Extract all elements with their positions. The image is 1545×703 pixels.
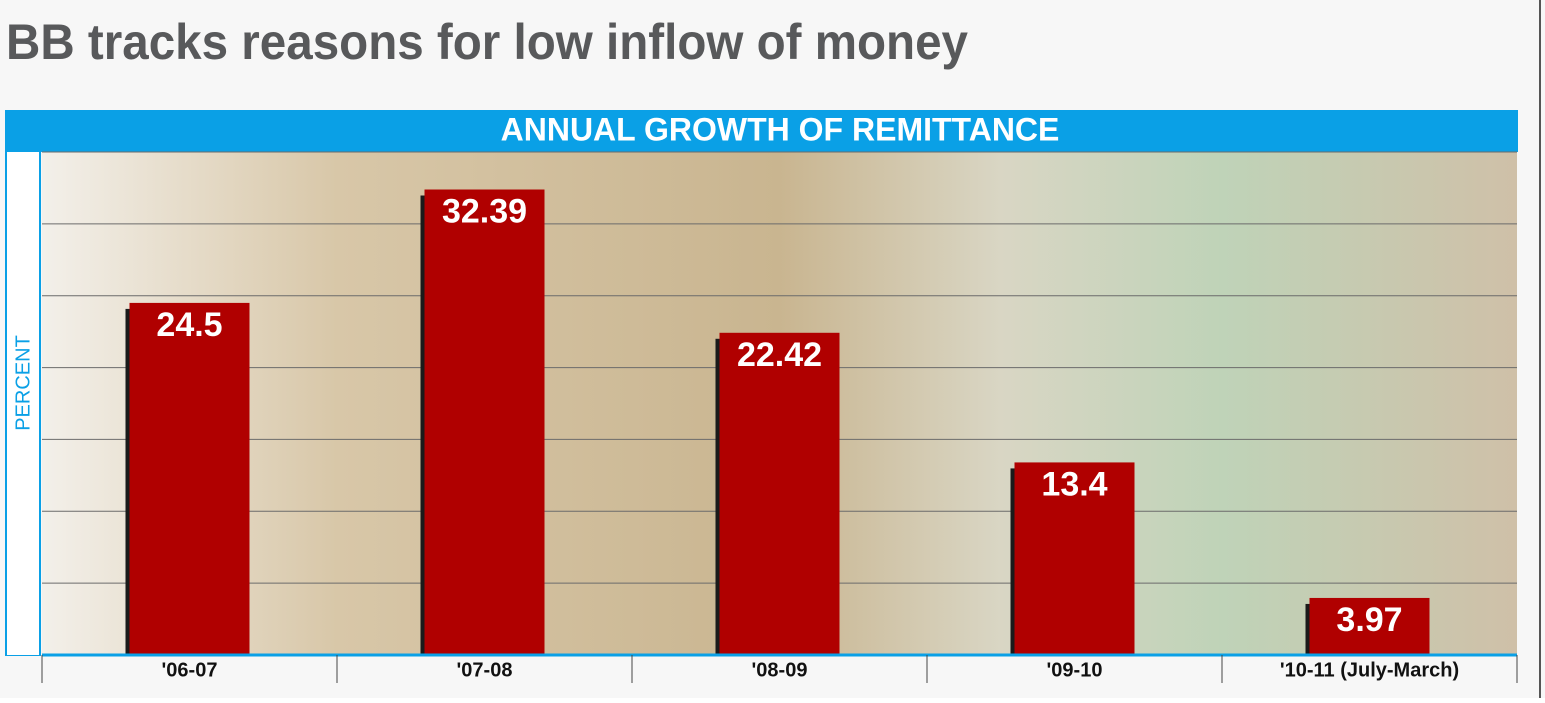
bar-shadow [1010, 468, 1017, 655]
value-label: 32.39 [442, 192, 527, 230]
bar-shadow [1305, 603, 1312, 655]
bar-shadow [420, 195, 427, 655]
x-tick-label: '10-11 (July-March) [1280, 659, 1459, 681]
subtitle-band [5, 110, 1518, 152]
bar [129, 302, 250, 655]
value-label: 24.5 [156, 306, 222, 344]
x-axis: '06-07 '07-08 '08-09 '09-10 '10-11 (July-Mar… [41, 653, 1518, 683]
bar [1014, 462, 1135, 655]
bar-shadow [125, 308, 132, 655]
y-axis-label: PERCENT [12, 335, 34, 431]
side-band-inner [7, 152, 39, 655]
bar-shadow [715, 338, 722, 655]
x-tick-label: '06-07 [162, 659, 218, 681]
value-label: 3.97 [1336, 601, 1402, 639]
chart-subtitle: ANNUAL GROWTH OF REMITTANCE [501, 111, 1060, 147]
bar [1309, 597, 1430, 655]
bars: 24.5 32.39 22.42 13.4 3.97 [125, 189, 1430, 655]
bar [719, 332, 840, 655]
value-label: 22.42 [737, 336, 822, 374]
bar [424, 189, 545, 655]
x-tick-label: '08-09 [752, 659, 808, 681]
value-label: 13.4 [1041, 465, 1107, 503]
x-tick-label: '07-08 [457, 659, 513, 681]
x-tick-label: '09-10 [1047, 659, 1103, 681]
chart-title: BB tracks reasons for low inflow of mone… [6, 14, 968, 70]
